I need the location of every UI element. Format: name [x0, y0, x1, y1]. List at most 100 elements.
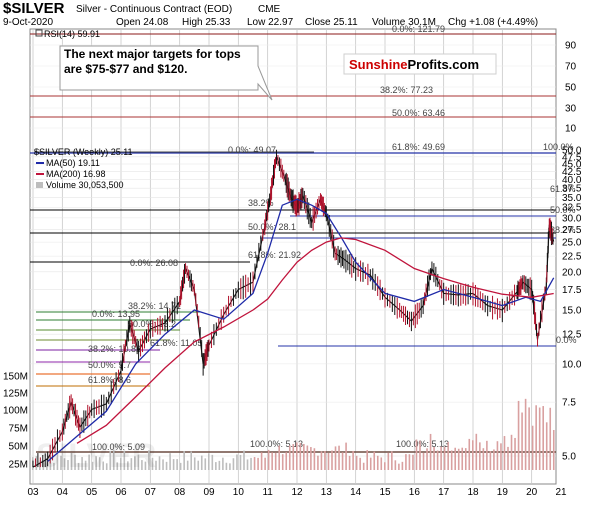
fib-label-upper: 61.8%: 49.69	[392, 142, 445, 152]
x-tick-label: 12	[291, 487, 303, 498]
volume-bar	[56, 451, 59, 470]
volume-tick-label: 50M	[9, 442, 28, 453]
x-tick-label: 04	[57, 487, 69, 498]
volume-tick-label: 25M	[9, 460, 28, 471]
volume-bar	[299, 443, 302, 470]
price-tick-label: 37.5	[562, 184, 582, 195]
volume-bar	[296, 442, 298, 470]
volume-bar	[341, 452, 344, 470]
price-tick-label: 22.5	[562, 252, 582, 263]
volume-bar	[531, 425, 534, 470]
volume-bar	[109, 450, 112, 470]
volume-bar	[208, 453, 210, 470]
volume-bar	[130, 458, 133, 470]
price-tick-label: 47.5	[562, 152, 582, 163]
volume-bar	[215, 462, 217, 470]
volume-bar	[528, 407, 530, 470]
volume-bar	[334, 446, 337, 470]
volume-bar	[394, 460, 397, 470]
volume-bar	[324, 450, 326, 470]
volume-bar	[412, 454, 414, 470]
volume-bar	[186, 460, 189, 470]
volume-bar	[46, 457, 48, 470]
volume-bar	[120, 457, 122, 470]
price-tick-label: 50.0	[562, 146, 582, 157]
legend-ma50: MA(50) 19.11	[46, 158, 100, 168]
volume-bar	[369, 457, 372, 470]
volume-tick-label: 125M	[3, 389, 28, 400]
volume-bar	[468, 438, 471, 470]
fib-label-low: 38.2%: 10.82	[88, 344, 141, 354]
volume-bar	[429, 433, 432, 470]
volume-bar	[472, 440, 474, 470]
upper-tick-label: 70	[565, 62, 577, 73]
sunshine-profits-logo: SunshineProfits.com	[343, 53, 497, 75]
volume-bar	[398, 463, 400, 470]
volume-bar	[457, 448, 460, 470]
volume-bar	[281, 454, 284, 470]
volume-bar	[496, 441, 499, 470]
volume-bar	[105, 463, 108, 470]
volume-bar	[313, 448, 316, 470]
volume-bar	[112, 450, 115, 470]
rsi-marker-icon	[35, 29, 43, 37]
fib-label-low: 50.0%: 13.2	[128, 319, 176, 329]
volume-bar	[81, 457, 83, 470]
x-tick-label: 11	[262, 487, 273, 498]
x-tick-label: 20	[526, 487, 538, 498]
volume-bar	[141, 460, 143, 470]
volume-bar	[373, 451, 376, 470]
price-tick-label: 25.0	[562, 238, 582, 249]
volume-bar	[348, 455, 351, 470]
fib-label-low: 50.0%: 9.7	[88, 360, 131, 370]
volume-bar	[246, 459, 249, 470]
stat-low: Low 22.97	[247, 17, 294, 28]
volume-bar	[514, 437, 516, 470]
legend-ma200: MA(200) 16.98	[46, 169, 106, 179]
volume-bar	[422, 452, 425, 470]
axis-layer: 03 04 05 06 07 08 09 10 11 12 13 14 15 16 17 18 19 20 21 50…	[3, 41, 582, 499]
volume-bar	[53, 462, 55, 470]
volume-tick-label: 100M	[3, 406, 28, 417]
price-layer	[32, 149, 555, 468]
volume-bar	[320, 451, 323, 470]
volume-bar	[380, 457, 383, 470]
svg-text:SunshineProfits.com: SunshineProfits.com	[349, 57, 479, 72]
volume-bar	[479, 442, 481, 470]
price-tick-label: 20.0	[562, 267, 582, 278]
volume-bar	[408, 454, 411, 470]
volume-bar	[405, 454, 407, 470]
volume-bar	[426, 448, 428, 470]
watermark: SILVER	[36, 437, 156, 475]
volume-bar	[204, 458, 207, 470]
x-tick-label: 10	[233, 487, 245, 498]
x-tick-label: 16	[409, 487, 421, 498]
volume-bar	[549, 407, 552, 470]
volume-bar	[303, 443, 305, 470]
price-tick-label: 5.0	[562, 452, 576, 463]
stat-volume: Volume 30.1M	[372, 17, 436, 28]
volume-bar	[271, 452, 273, 470]
fib-label-upper: 100.0%	[543, 142, 574, 152]
volume-bar	[225, 462, 228, 470]
volume-bar	[49, 456, 52, 470]
volume-bar	[236, 454, 238, 470]
fib-label-low: 61.8%: 11.05	[150, 338, 202, 348]
volume-bar	[63, 458, 66, 470]
volume-bar	[274, 452, 277, 470]
x-tick-label: 21	[555, 487, 567, 498]
volume-bar	[137, 454, 140, 470]
volume-bar	[232, 458, 235, 470]
volume-bar	[88, 454, 90, 470]
volume-bar	[260, 452, 263, 470]
price-tick-label: 45.0	[562, 160, 582, 171]
volume-bar	[366, 450, 368, 470]
stat-high: High 25.33	[182, 17, 231, 28]
volume-bar	[155, 460, 157, 470]
legend-volume-swatch	[36, 182, 43, 188]
annotation-callout: The next major targets for tops are $75-…	[59, 45, 273, 101]
volume-bar	[193, 457, 196, 470]
fib-layer: 0.0%: 121.79 38.2%: 77.23 50.0%: 63.46 61.8…	[30, 24, 577, 453]
volume-bar	[60, 455, 62, 470]
